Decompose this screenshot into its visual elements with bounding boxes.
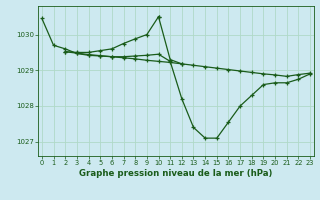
- X-axis label: Graphe pression niveau de la mer (hPa): Graphe pression niveau de la mer (hPa): [79, 169, 273, 178]
